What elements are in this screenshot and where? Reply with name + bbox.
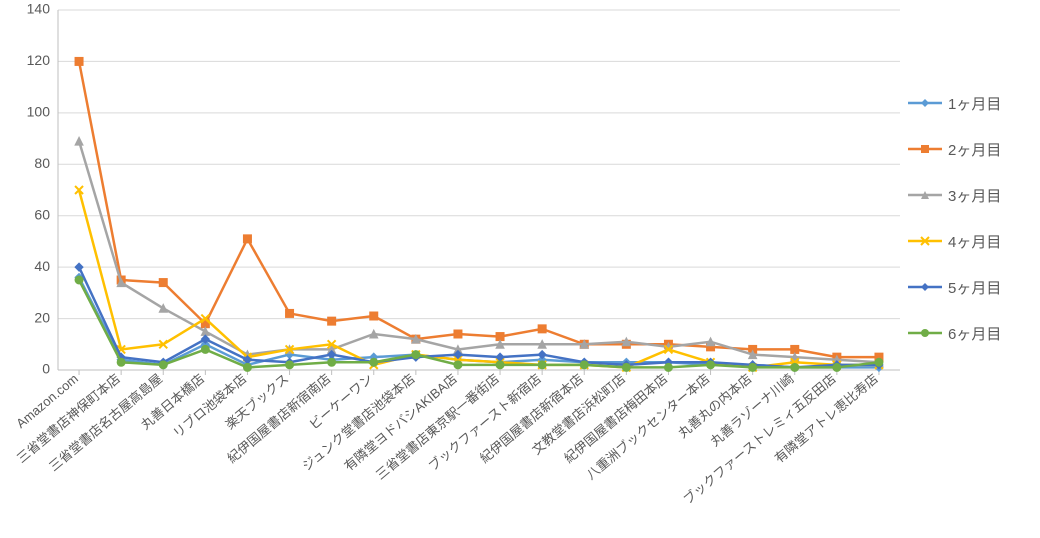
y-tick-label: 20 bbox=[34, 309, 50, 325]
legend-item: 2ヶ月目 bbox=[908, 126, 1028, 172]
line-chart-root: 020406080100120140Amazon.com三省堂書店神保町本店三省… bbox=[0, 0, 1040, 538]
y-tick-label: 60 bbox=[34, 206, 50, 222]
legend-item: 6ヶ月目 bbox=[908, 310, 1028, 356]
legend-item: 1ヶ月目 bbox=[908, 80, 1028, 126]
legend-swatch bbox=[908, 141, 942, 157]
legend-swatch bbox=[908, 187, 942, 203]
legend: 1ヶ月目 2ヶ月目 3ヶ月目 4ヶ月目 5ヶ月目 6ヶ月目 bbox=[908, 80, 1028, 356]
legend-label: 4ヶ月目 bbox=[948, 231, 1001, 252]
y-tick-label: 40 bbox=[34, 258, 50, 274]
y-tick-label: 120 bbox=[27, 52, 51, 68]
legend-item: 5ヶ月目 bbox=[908, 264, 1028, 310]
line-chart-svg: 020406080100120140Amazon.com三省堂書店神保町本店三省… bbox=[0, 0, 1040, 538]
legend-swatch bbox=[908, 325, 942, 341]
y-tick-label: 140 bbox=[27, 1, 51, 17]
y-tick-label: 80 bbox=[34, 155, 50, 171]
legend-label: 2ヶ月目 bbox=[948, 139, 1001, 160]
legend-item: 3ヶ月目 bbox=[908, 172, 1028, 218]
legend-label: 5ヶ月目 bbox=[948, 277, 1001, 298]
legend-label: 1ヶ月目 bbox=[948, 93, 1001, 114]
legend-swatch bbox=[908, 95, 942, 111]
y-tick-label: 100 bbox=[27, 104, 51, 120]
y-tick-label: 0 bbox=[42, 361, 50, 377]
legend-swatch bbox=[908, 279, 942, 295]
legend-item: 4ヶ月目 bbox=[908, 218, 1028, 264]
legend-label: 3ヶ月目 bbox=[948, 185, 1001, 206]
legend-swatch bbox=[908, 233, 942, 249]
legend-label: 6ヶ月目 bbox=[948, 323, 1001, 344]
